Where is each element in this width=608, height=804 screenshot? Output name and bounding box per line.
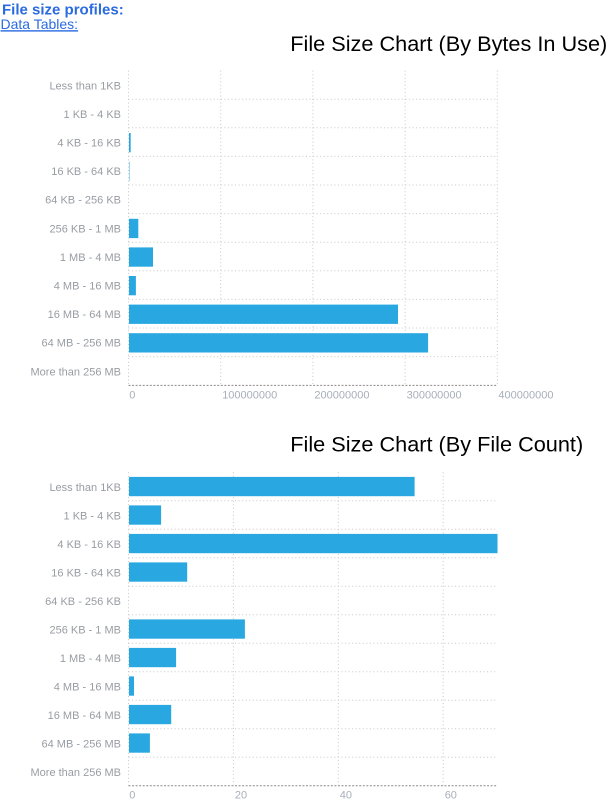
svg-text:400000000: 400000000 xyxy=(498,389,553,401)
svg-text:File Size Chart (By File Count: File Size Chart (By File Count) xyxy=(290,432,583,457)
svg-text:256 KB - 1 MB: 256 KB - 1 MB xyxy=(49,223,121,235)
svg-text:4 KB - 16 KB: 4 KB - 16 KB xyxy=(57,539,121,551)
svg-text:16 MB - 64 MB: 16 MB - 64 MB xyxy=(48,309,121,321)
svg-text:Data Tables:: Data Tables: xyxy=(1,16,79,32)
svg-text:1 MB - 4 MB: 1 MB - 4 MB xyxy=(60,653,121,665)
svg-text:Less than 1KB: Less than 1KB xyxy=(49,482,121,494)
svg-text:256 KB - 1 MB: 256 KB - 1 MB xyxy=(49,624,121,636)
svg-text:40: 40 xyxy=(340,790,352,802)
svg-text:64 MB - 256 MB: 64 MB - 256 MB xyxy=(42,338,121,350)
svg-text:1 MB - 4 MB: 1 MB - 4 MB xyxy=(60,252,121,264)
svg-text:60: 60 xyxy=(445,790,457,802)
svg-text:File size profiles:: File size profiles: xyxy=(2,2,124,19)
svg-text:300000000: 300000000 xyxy=(407,389,462,401)
svg-text:More than 256 MB: More than 256 MB xyxy=(31,366,122,378)
svg-text:4 MB - 16 MB: 4 MB - 16 MB xyxy=(54,681,121,693)
svg-text:100000000: 100000000 xyxy=(222,389,277,401)
svg-text:64 KB - 256 KB: 64 KB - 256 KB xyxy=(45,195,121,207)
svg-text:0: 0 xyxy=(129,790,135,802)
svg-text:200000000: 200000000 xyxy=(314,389,369,401)
svg-text:64 KB - 256 KB: 64 KB - 256 KB xyxy=(45,596,121,608)
svg-text:File Size Chart (By Bytes In U: File Size Chart (By Bytes In Use) xyxy=(290,31,607,56)
svg-text:16 KB - 64 KB: 16 KB - 64 KB xyxy=(51,166,121,178)
svg-text:4 KB - 16 KB: 4 KB - 16 KB xyxy=(57,138,121,150)
svg-text:Less than 1KB: Less than 1KB xyxy=(49,80,121,92)
svg-text:1 KB - 4 KB: 1 KB - 4 KB xyxy=(64,510,121,522)
svg-text:1 KB - 4 KB: 1 KB - 4 KB xyxy=(64,109,121,121)
svg-text:0: 0 xyxy=(129,389,135,401)
svg-text:64 MB - 256 MB: 64 MB - 256 MB xyxy=(42,738,121,750)
svg-text:More than 256 MB: More than 256 MB xyxy=(31,767,122,779)
svg-text:16 KB - 64 KB: 16 KB - 64 KB xyxy=(51,567,121,579)
svg-text:4 MB - 16 MB: 4 MB - 16 MB xyxy=(54,281,121,293)
svg-text:16 MB - 64 MB: 16 MB - 64 MB xyxy=(48,710,121,722)
svg-text:20: 20 xyxy=(235,790,247,802)
